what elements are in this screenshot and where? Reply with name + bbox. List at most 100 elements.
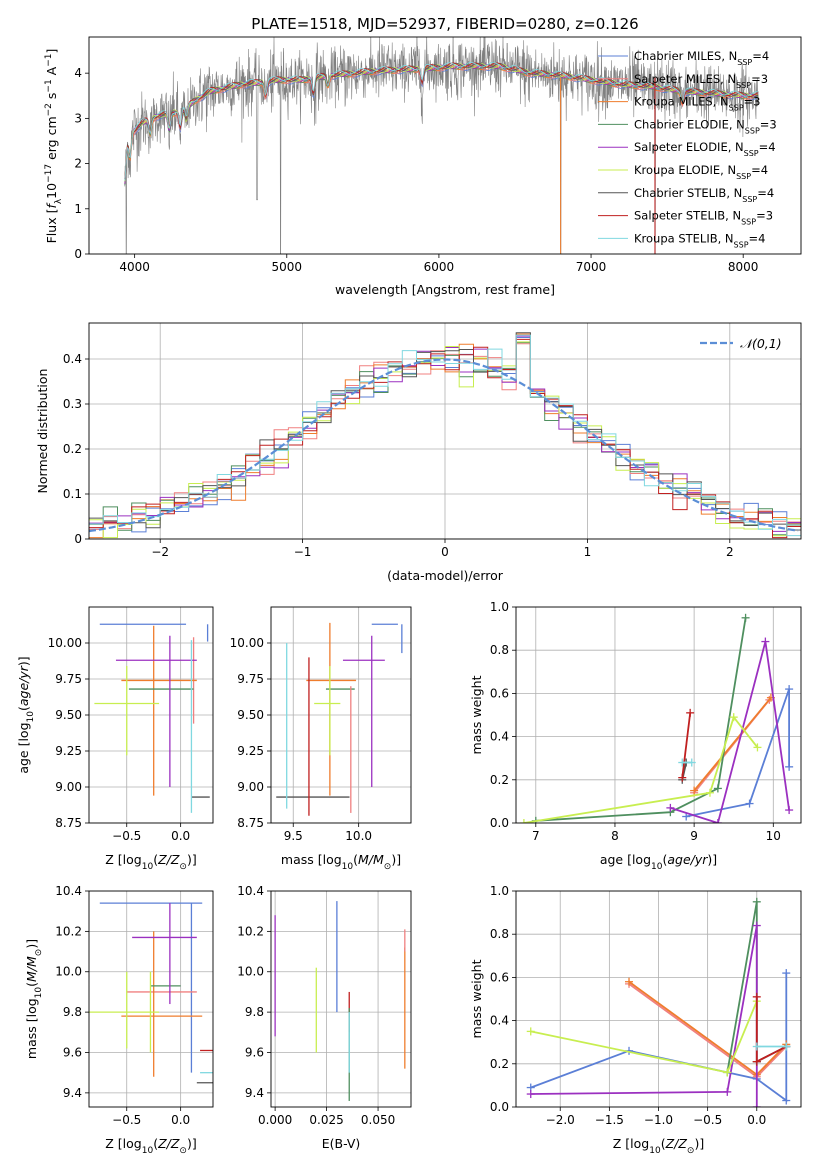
y-tick-label: 3 [74, 111, 82, 125]
plus-marker [761, 637, 770, 646]
weight-line [530, 1000, 758, 1074]
legend: 𝒩(0,1) [700, 336, 782, 351]
legend-name: Kroupa ELODIE, N [634, 163, 736, 177]
weight-line [693, 697, 772, 792]
axes-frame [515, 890, 802, 1108]
y-tick-label: 9.8 [245, 1005, 264, 1019]
chart-mass_weight_vs_Z: −2.0 −1.5 −1.0 −0.5 0.0 0.0 0.2 0.4 0.6 0.8 1.0 Z [… [469, 884, 802, 1156]
y-tick-label: 10.2 [237, 924, 264, 938]
y-tick-label: 2 [74, 157, 82, 171]
x-tick-label: 6000 [424, 260, 455, 274]
legend-sub: SSP [729, 103, 744, 112]
plus-marker [745, 799, 754, 808]
label-part: Z [log [105, 852, 141, 867]
x-tick-label: 0 [441, 545, 449, 559]
plus-marker [526, 1027, 535, 1036]
y-tick-label: 9.75 [55, 672, 82, 686]
y-tick-label: 9.4 [63, 1086, 82, 1100]
series [94, 623, 210, 813]
y-tick-label: 9.25 [55, 744, 82, 758]
legend-value: =4 [749, 231, 766, 245]
plus-marker [687, 758, 696, 767]
label-part: ( [661, 1136, 666, 1151]
plus-marker [752, 992, 761, 1001]
chart-residuals: −2 −1 0 1 2 0 0.1 0.2 0.3 0.4 (data-model)/error No… [35, 322, 802, 583]
legend-entry: Salpeter MILES, NSSP=3 [634, 72, 768, 90]
plus-marker [782, 1042, 791, 1051]
label-part: ⊙ [179, 862, 187, 872]
legend-entry: Kroupa ELODIE, NSSP=4 [634, 163, 768, 181]
legend-sub: SSP [737, 58, 752, 67]
series [124, 37, 759, 254]
legend-entry: Chabrier MILES, NSSP=4 [634, 49, 769, 67]
chart-mass_vs_Z: −0.5 0.09.49.69.810.010.210.4Z [log10(Z/Z… [24, 884, 214, 1156]
label-part: 10 [142, 1146, 154, 1156]
plus-marker [690, 786, 699, 795]
plot-area [271, 891, 411, 1107]
axes-frame [515, 606, 802, 824]
series [274, 901, 406, 1101]
legend-value: =4 [757, 186, 774, 200]
y-tick-label: 9.6 [245, 1045, 264, 1059]
axes-frame [88, 606, 214, 824]
label-part: −1 [44, 53, 54, 66]
x-tick-label: 10.0 [345, 829, 372, 843]
legend-name: Chabrier MILES, N [634, 49, 737, 63]
label-part: 10 [26, 711, 36, 723]
plus-marker [785, 762, 794, 771]
label-part: Z/Z [157, 852, 180, 867]
label-part: f [44, 203, 59, 209]
series [519, 613, 794, 823]
chart-mass_vs_ebv: 0.000 0.025 0.050 9.4 9.6 9.8 10.0 10.2 10.4 E(B-… [237, 884, 412, 1151]
y-tick-label: 1 [74, 202, 82, 216]
x-axis-label: mass [log10(M/M⊙)] [281, 852, 401, 872]
label-part: ( [153, 852, 158, 867]
y-tick-label: 4 [74, 66, 82, 80]
y-tick-label: 0.4 [490, 1014, 509, 1028]
axes-frame [88, 36, 802, 255]
plus-marker [625, 977, 634, 986]
y-axis-label: mass weight [469, 959, 484, 1038]
legend-name: Salpeter MILES, N [634, 72, 736, 86]
x-tick-label: 0.050 [361, 1113, 395, 1127]
y-tick-label: 10.00 [48, 636, 82, 650]
y-axis-label: mass weight [469, 675, 484, 754]
plus-marker [686, 708, 695, 717]
plus-marker [741, 613, 750, 622]
label-part: ] [44, 49, 59, 54]
y-tick-label: 0.3 [63, 397, 82, 411]
plus-marker [752, 921, 761, 930]
gridlines [89, 607, 213, 823]
label-part: )] [24, 939, 39, 949]
y-tick-label: 10.4 [55, 884, 82, 898]
label-part: 10 [142, 862, 154, 872]
legend-sub: SSP [744, 149, 759, 158]
y-tick-label: 0.8 [490, 927, 509, 941]
legend-value: =4 [751, 163, 768, 177]
plus-marker [713, 784, 722, 793]
y-tick-label: 8.75 [237, 816, 264, 830]
legend-entry: Kroupa STELIB, NSSP=4 [634, 231, 765, 249]
y-tick-label: 8.75 [55, 816, 82, 830]
series [276, 622, 403, 816]
plus-marker [782, 969, 791, 978]
label-part: ⊙ [179, 1146, 187, 1156]
plus-marker [753, 743, 762, 752]
plus-marker [678, 773, 687, 782]
label-part: 10 [44, 183, 59, 199]
y-tick-label: 0.8 [490, 643, 509, 657]
plus-marker [752, 1057, 761, 1066]
x-axis-label: Z [log10(Z/Z⊙)] [105, 852, 196, 872]
label-part: Z [log [613, 1136, 649, 1151]
gridlines [271, 607, 411, 823]
legend-sub: SSP [736, 80, 751, 89]
label-part: )] [391, 852, 401, 867]
legend-entry: Chabrier ELODIE, NSSP=3 [634, 117, 777, 135]
label-part: ( [16, 706, 31, 711]
legend-sub: SSP [734, 240, 749, 249]
label-part: 10 [342, 862, 354, 872]
legend-name: Salpeter STELIB, N [634, 209, 741, 223]
